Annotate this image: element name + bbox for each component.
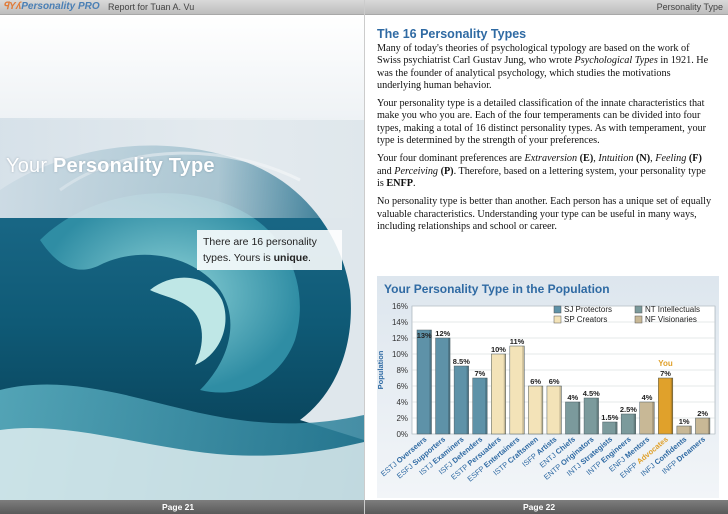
bar-value-label: 10% <box>491 345 506 354</box>
bar-value-label: 1.5% <box>601 413 618 422</box>
bar-value-label: 13% <box>417 331 432 340</box>
population-bar-chart: 0%2%4%6%8%10%12%14%16%Population13%ESTJ … <box>377 302 716 484</box>
bar-intp <box>620 413 636 435</box>
legend-label-sj: SJ Protectors <box>564 305 612 314</box>
bar-esfj <box>435 337 451 435</box>
legend-label-nt: NT Intellectuals <box>645 305 700 314</box>
bar-estj <box>416 329 432 435</box>
bar-shade <box>596 398 599 434</box>
bar-esfp <box>509 345 525 435</box>
bar-value-label: 12% <box>435 329 450 338</box>
bar-shade <box>466 366 469 434</box>
right-header-bar: Personality Type <box>365 0 728 15</box>
report-owner-label: Report for Tuan A. Vu <box>108 2 195 12</box>
bar-shade <box>689 426 692 434</box>
left-header-bar: ꟼYʎPersonality PRO Report for Tuan A. Vu <box>0 0 364 15</box>
left-page-number: Page 21 <box>162 502 195 512</box>
sky-background <box>0 15 364 120</box>
bar-infj <box>676 425 692 435</box>
legend-swatch-sp <box>553 315 562 324</box>
bar-value-label: 8.5% <box>453 357 470 366</box>
legend-swatch-nf <box>634 315 643 324</box>
bar-shade <box>522 346 525 434</box>
bar-value-label: 11% <box>510 337 525 346</box>
bar-shade <box>559 386 562 434</box>
bar-shade <box>615 422 618 434</box>
paragraph-classification: Your personality type is a detailed clas… <box>377 98 707 147</box>
right-page-number: Page 22 <box>523 502 556 512</box>
bar-istj <box>453 365 469 435</box>
bar-estp <box>491 353 506 435</box>
population-chart-panel: Your Personality Type in the Population … <box>377 276 719 498</box>
bar-shade <box>448 338 451 434</box>
y-tick-label: 10% <box>392 350 408 359</box>
y-tick-label: 4% <box>396 398 408 407</box>
bar-isfj <box>472 377 488 435</box>
y-tick-label: 8% <box>396 366 408 375</box>
bar-istp <box>528 385 544 435</box>
y-tick-label: 0% <box>396 430 408 439</box>
bar-value-label: 4% <box>642 393 653 402</box>
right-footer-bar: Page 22 <box>365 500 728 514</box>
y-tick-label: 6% <box>396 382 408 391</box>
left-footer-bar: Page 21 <box>0 500 364 514</box>
bar-value-label: 1% <box>679 417 690 426</box>
you-marker-label: You <box>658 359 673 368</box>
bar-shade <box>577 402 580 434</box>
bar-value-label: 7% <box>660 369 671 378</box>
personality-pro-logo: ꟼYʎPersonality PRO <box>3 1 100 12</box>
y-tick-label: 16% <box>392 302 408 311</box>
bar-shade <box>540 386 543 434</box>
y-tick-label: 2% <box>396 414 408 423</box>
bar-shade <box>485 378 488 434</box>
legend-swatch-sj <box>553 305 562 314</box>
bar-isfp <box>546 385 562 435</box>
bar-enfp <box>658 377 674 435</box>
bar-shade <box>652 402 655 434</box>
paragraph-jung: Many of today's theories of psychologica… <box>377 43 709 91</box>
bar-intj <box>602 421 618 435</box>
right-page: Personality Type The 16 Personality Type… <box>364 0 728 514</box>
legend-swatch-nt <box>634 305 643 314</box>
bar-shade <box>633 414 636 434</box>
bar-value-label: 4.5% <box>583 389 600 398</box>
bar-value-label: 2% <box>697 409 708 418</box>
y-axis-label: Population <box>377 350 385 389</box>
bar-value-label: 6% <box>530 377 541 386</box>
y-tick-label: 14% <box>392 318 408 327</box>
bar-shade <box>707 418 710 434</box>
chart-title: Your Personality Type in the Population <box>384 282 610 296</box>
bar-entj <box>565 401 581 435</box>
bar-entp <box>583 397 599 435</box>
bar-value-label: 7% <box>475 369 486 378</box>
title-band <box>0 118 364 218</box>
bar-shade <box>503 354 506 434</box>
paragraph-preferences: Your four dominant preferences are Extra… <box>377 153 706 189</box>
bar-value-label: 2.5% <box>620 405 637 414</box>
bar-infp <box>695 417 711 435</box>
left-page: ꟼYʎPersonality PRO Report for Tuan A. Vu <box>0 0 364 514</box>
unique-type-note: There are 16 personality types. Yours is… <box>197 230 342 270</box>
bar-enfj <box>639 401 655 435</box>
right-header-label: Personality Type <box>656 2 723 12</box>
bar-shade <box>429 330 432 434</box>
legend-label-sp: SP Creators <box>564 315 607 324</box>
legend-label-nf: NF Visionaries <box>645 315 697 324</box>
bar-value-label: 6% <box>549 377 560 386</box>
body-text: Many of today's theories of psychologica… <box>377 43 715 239</box>
section-title: The 16 Personality Types <box>377 27 527 41</box>
y-tick-label: 12% <box>392 334 408 343</box>
bar-shade <box>670 378 673 434</box>
left-page-title: Your Personality Type <box>6 155 215 177</box>
paragraph-no-better-type: No personality type is better than anoth… <box>377 196 712 232</box>
bar-value-label: 4% <box>567 393 578 402</box>
